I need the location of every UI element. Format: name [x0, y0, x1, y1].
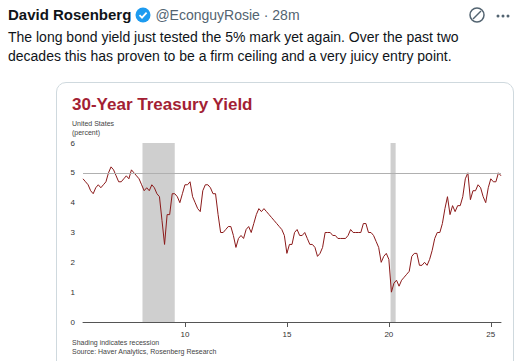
html-text:@EconguyRosie · 28m: @EconguyRosie · 28m — [155, 7, 300, 23]
svg-text:30-Year Treasury Yield: 30-Year Treasury Yield — [72, 95, 253, 114]
svg-text:15: 15 — [282, 330, 291, 339]
svg-text:10: 10 — [180, 330, 189, 339]
svg-text:3: 3 — [71, 228, 76, 237]
svg-text:20: 20 — [384, 330, 393, 339]
svg-text:Shading indicates recession: Shading indicates recession — [72, 339, 159, 347]
html-text:David Rosenberg: David Rosenberg — [8, 6, 132, 23]
html-text:The long bond yield just teste: The long bond yield just tested the 5% m… — [8, 29, 459, 45]
svg-text:5: 5 — [71, 168, 76, 177]
svg-text:2: 2 — [71, 258, 76, 267]
svg-text:1: 1 — [71, 288, 76, 297]
svg-text:6: 6 — [71, 139, 76, 148]
html-text:decades this has proven to be: decades this has proven to be a firm cei… — [8, 48, 452, 64]
svg-text:25: 25 — [486, 330, 495, 339]
svg-text:United States: United States — [72, 120, 115, 127]
svg-text:(percent): (percent) — [72, 129, 100, 137]
svg-text:4: 4 — [71, 198, 76, 207]
svg-text:Source: Haver Analytics, Rosen: Source: Haver Analytics, Rosenberg Resea… — [72, 348, 216, 356]
svg-text:0: 0 — [71, 318, 76, 327]
